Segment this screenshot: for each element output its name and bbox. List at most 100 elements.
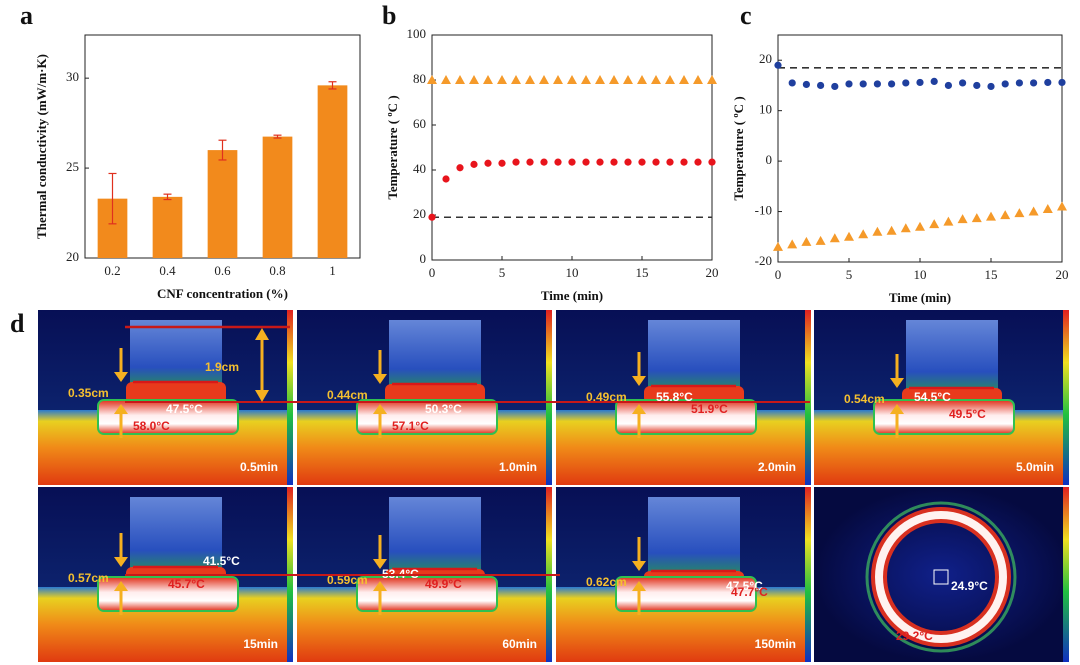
point <box>456 164 464 172</box>
point <box>609 75 619 84</box>
point <box>497 75 507 84</box>
point <box>916 78 924 87</box>
panel-label: b <box>382 1 396 30</box>
ring-halo <box>865 501 1017 653</box>
x-tick-label: 0.2 <box>104 263 120 278</box>
point <box>693 75 703 84</box>
panel-label: a <box>20 1 33 30</box>
point <box>973 81 981 90</box>
sample <box>648 320 740 392</box>
y-tick-label: 20 <box>66 249 79 264</box>
thickness-label: 0.49cm <box>586 390 627 404</box>
arrow-head <box>114 404 128 414</box>
x-axis-label: CNF concentration (%) <box>157 286 288 301</box>
error-bar <box>108 172 117 225</box>
point <box>943 216 954 226</box>
point <box>581 75 591 84</box>
point <box>694 158 702 166</box>
point <box>582 158 590 166</box>
error-bar <box>273 134 282 139</box>
arrow-head <box>114 581 128 591</box>
time-label: 150min <box>755 637 796 651</box>
y-tick-label: 0 <box>766 152 773 167</box>
temp-label: 24.9°C <box>951 579 988 593</box>
sample <box>906 320 998 394</box>
point <box>512 158 520 166</box>
x-tick-label: 1 <box>329 263 336 278</box>
point <box>526 158 534 166</box>
point <box>929 219 940 229</box>
sample <box>130 320 222 388</box>
point <box>651 75 661 84</box>
thickness-label: 0.54cm <box>844 392 885 406</box>
arrow-head <box>114 557 128 567</box>
bar <box>262 136 293 258</box>
point <box>1058 78 1066 87</box>
temp-label: 47.5°C <box>166 402 203 416</box>
point <box>624 158 632 166</box>
point <box>652 158 660 166</box>
y-tick-label: 60 <box>413 116 426 131</box>
point <box>888 80 896 88</box>
error-bar <box>328 81 337 90</box>
point <box>1057 201 1067 211</box>
temp-label: 50.3°C <box>425 402 462 416</box>
y-tick-label: 40 <box>413 161 426 176</box>
point <box>774 61 782 69</box>
x-tick-label: 15 <box>985 267 998 282</box>
plot-frame <box>431 34 713 261</box>
point <box>596 158 604 166</box>
thermal-image: 24.9°C 29.2°C <box>814 487 1069 662</box>
y-tick-label: 30 <box>66 69 79 84</box>
temp-label: 47.7°C <box>731 585 768 599</box>
time-label: 60min <box>502 637 537 651</box>
point <box>1042 204 1053 214</box>
point <box>788 79 796 87</box>
x-tick-label: 10 <box>566 265 579 280</box>
time-label: 15min <box>243 637 278 651</box>
arrow-head <box>373 581 387 591</box>
point <box>679 75 689 84</box>
colorbar <box>1063 310 1069 485</box>
point <box>483 75 493 84</box>
panel-label: c <box>740 1 752 30</box>
temp-label: 57.1°C <box>392 419 429 433</box>
time-label: 1.0min <box>499 460 537 474</box>
point <box>802 80 811 89</box>
point <box>666 158 674 166</box>
thickness-label: 0.35cm <box>68 386 109 400</box>
point <box>637 75 647 84</box>
point <box>441 75 451 84</box>
point <box>554 158 562 166</box>
point <box>900 223 911 233</box>
thermal-image: 0.49cm 2.0min 55.8°C51.9°C <box>556 310 811 485</box>
time-label: 0.5min <box>240 460 278 474</box>
bar <box>317 85 348 259</box>
point <box>511 75 521 84</box>
point <box>1001 80 1009 88</box>
sample <box>130 497 222 573</box>
point <box>886 225 897 235</box>
point <box>773 241 783 251</box>
point <box>623 75 633 84</box>
heater <box>873 399 1015 435</box>
x-axis-label: Time (min) <box>889 290 951 305</box>
point <box>872 226 883 236</box>
point <box>470 160 478 168</box>
y-tick-label: 20 <box>413 206 426 221</box>
y-tick-label: -10 <box>755 203 772 218</box>
point <box>987 82 995 91</box>
time-label: 5.0min <box>1016 460 1054 474</box>
x-tick-label: 0.6 <box>214 263 231 278</box>
temp-label: 45.7°C <box>168 577 205 591</box>
y-tick-label: 80 <box>413 71 426 86</box>
point <box>1014 208 1025 218</box>
point <box>610 158 618 166</box>
point <box>665 75 675 84</box>
time-label: 2.0min <box>758 460 796 474</box>
point <box>540 158 548 166</box>
point <box>553 75 563 84</box>
thermal-image: 0.62cm 150min 47.5°C47.7°C <box>556 487 811 662</box>
point <box>498 159 506 167</box>
x-tick-label: 0.4 <box>159 263 176 278</box>
